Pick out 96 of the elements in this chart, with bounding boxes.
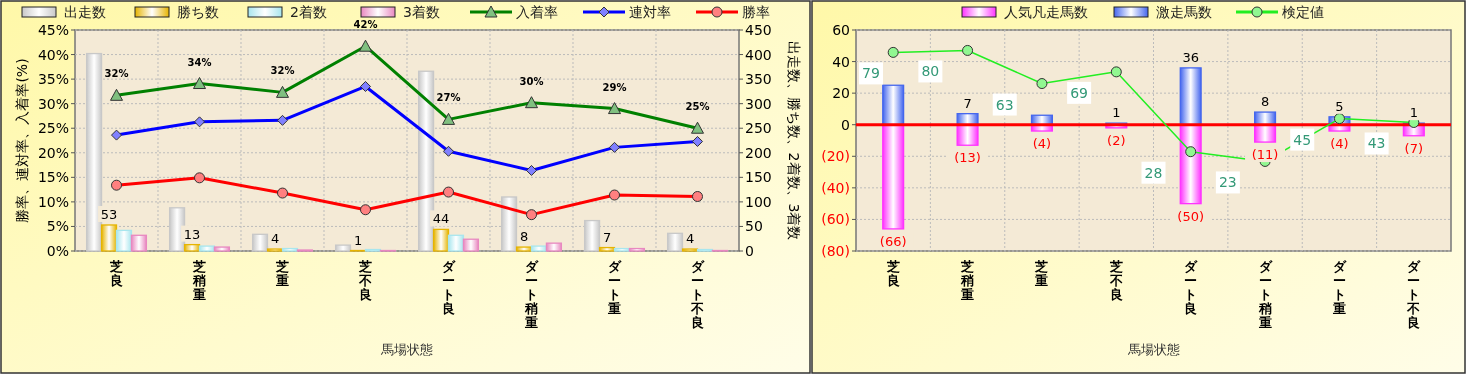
- x-tick-label: 芝良: [109, 259, 123, 288]
- data-label: (66): [879, 233, 907, 249]
- y2-tick-label: 0: [745, 243, 754, 259]
- data-label: 29%: [602, 81, 627, 93]
- data-label: 43: [1367, 135, 1386, 152]
- data-label: (50): [1177, 208, 1205, 224]
- data-label: 7: [602, 229, 612, 245]
- data-label: 44: [432, 211, 450, 227]
- data-label: 36: [1182, 49, 1199, 65]
- data-label: 53: [100, 206, 118, 222]
- data-label: 13: [183, 226, 201, 242]
- y-tick-label: 40: [832, 53, 850, 70]
- x-tick-label: ダート重: [1331, 259, 1347, 316]
- data-label: 7: [963, 95, 972, 111]
- y-tick-label: 0: [841, 116, 850, 133]
- x-tick-label: ダート良: [442, 259, 456, 316]
- y2-tick-label: 250: [745, 120, 772, 137]
- data-label: (4): [1032, 136, 1052, 152]
- y-tick-label: 15%: [37, 169, 69, 186]
- y2-tick-label: 350: [745, 71, 772, 88]
- y-tick-label: (40): [821, 179, 850, 196]
- legend-label: 2着数: [290, 4, 327, 20]
- x-tick-label: ダート稍重: [1257, 259, 1273, 330]
- data-label: 63: [995, 96, 1014, 113]
- x-tick-label: 芝良: [885, 259, 900, 288]
- y-axis-title: 勝率、連対率、入着率(%): [14, 58, 30, 223]
- y2-tick-label: 50: [745, 218, 763, 235]
- y-tick-label: 25%: [37, 120, 69, 137]
- data-label: (4): [1330, 136, 1349, 152]
- y2-tick-label: 300: [745, 95, 772, 112]
- legend-label: 人気凡走馬数: [1004, 4, 1088, 20]
- x-tick-label: 芝重: [1034, 259, 1049, 288]
- x-tick-label: 芝不良: [358, 259, 372, 302]
- y-tick-label: 60: [832, 22, 850, 38]
- data-label: (7): [1404, 140, 1424, 156]
- data-label: 42%: [353, 19, 378, 31]
- data-label: 25%: [685, 101, 710, 113]
- data-label: 8: [519, 229, 529, 245]
- y-tick-label: 5%: [46, 218, 69, 235]
- y-tick-label: 35%: [37, 71, 69, 88]
- data-label: 4: [270, 231, 280, 247]
- x-tick-label: ダート良: [1184, 259, 1199, 316]
- y-tick-label: 0%: [46, 243, 69, 259]
- data-label: (2): [1107, 132, 1126, 148]
- y-tick-label: 20: [832, 85, 850, 102]
- data-label: 32%: [104, 68, 129, 80]
- legend-label: 入着率: [516, 4, 558, 20]
- x-tick-label: 芝重: [275, 259, 289, 288]
- y-tick-label: 30%: [37, 95, 69, 112]
- data-label: 23: [1218, 174, 1237, 191]
- data-label: 28: [1144, 164, 1163, 181]
- data-label: 4: [685, 231, 695, 247]
- y2-tick-label: 100: [745, 193, 772, 210]
- y-tick-label: (80): [821, 243, 850, 259]
- y-tick-label: 20%: [37, 144, 69, 161]
- data-label: 32%: [270, 65, 295, 77]
- y-tick-label: 10%: [37, 193, 69, 210]
- legend-label: 勝ち数: [177, 4, 219, 20]
- data-label: 45: [1293, 131, 1312, 148]
- y2-tick-label: 150: [745, 169, 772, 186]
- data-label: 30%: [519, 75, 544, 87]
- legend-label: 激走馬数: [1156, 4, 1212, 20]
- y-tick-label: 45%: [37, 22, 69, 38]
- data-label: 1: [1409, 105, 1418, 121]
- x-tick-label: ダート重: [607, 259, 622, 316]
- x-tick-label: 芝不良: [1108, 259, 1123, 302]
- x-axis-title: 馬場状態: [380, 342, 433, 357]
- data-label: 79: [862, 65, 880, 82]
- y2-tick-label: 450: [745, 22, 772, 38]
- y-tick-label: 40%: [37, 46, 69, 63]
- y-tick-label: (20): [821, 148, 850, 165]
- legend-label: 3着数: [403, 4, 440, 20]
- data-label: 69: [1070, 84, 1089, 101]
- data-label: (11): [1251, 147, 1279, 163]
- data-label: 5: [1335, 98, 1344, 114]
- legend-label: 勝率: [742, 4, 770, 20]
- data-label: 80: [921, 63, 940, 80]
- x-tick-label: ダート不良: [1406, 259, 1422, 330]
- legend-label: 連対率: [629, 4, 671, 20]
- x-tick-label: ダート稍重: [524, 259, 539, 330]
- legend-label: 出走数: [64, 4, 106, 20]
- y-tick-label: (60): [821, 211, 850, 228]
- data-label: (13): [954, 150, 981, 166]
- y2-tick-label: 400: [745, 46, 772, 63]
- data-label: 1: [1112, 105, 1121, 121]
- data-label: 8: [1260, 94, 1270, 110]
- data-label: 1: [353, 232, 363, 248]
- y2-axis-title: 出走数、勝ち数、2着数、3着数: [786, 40, 802, 241]
- x-tick-label: ダート不良: [690, 259, 705, 330]
- x-tick-label: 芝稍重: [960, 259, 975, 302]
- data-label: 34%: [187, 56, 212, 68]
- y2-tick-label: 200: [745, 144, 772, 161]
- x-tick-label: 芝稍重: [192, 259, 206, 302]
- legend-label: 検定値: [1282, 4, 1324, 20]
- data-label: 27%: [436, 92, 461, 104]
- x-axis-title: 馬場状態: [1126, 342, 1180, 357]
